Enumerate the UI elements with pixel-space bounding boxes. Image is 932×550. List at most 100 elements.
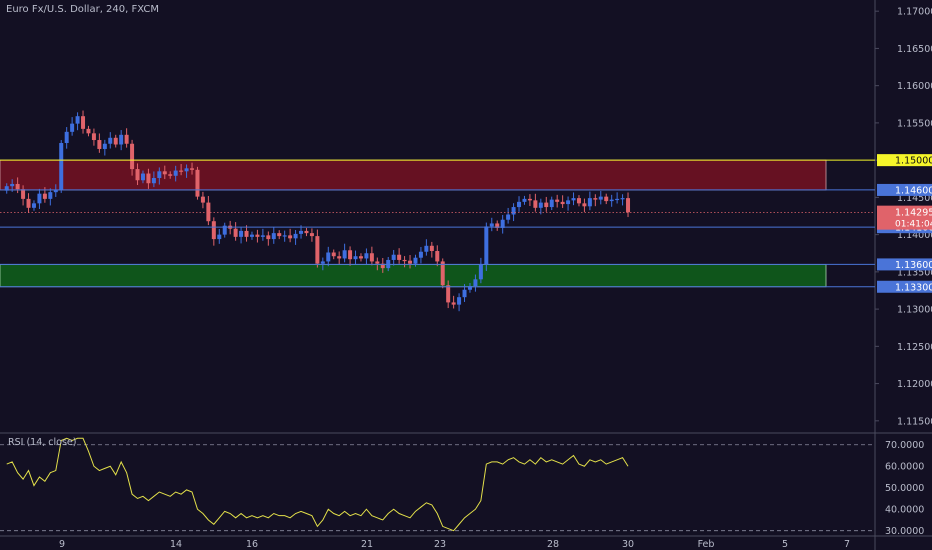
candle-body[interactable] [358, 256, 363, 259]
candle-body[interactable] [484, 226, 489, 265]
candle-body[interactable] [331, 252, 336, 257]
candle-body[interactable] [587, 198, 592, 207]
candle-body[interactable] [21, 189, 26, 199]
candle-body[interactable] [538, 202, 543, 208]
candle-body[interactable] [15, 183, 20, 190]
candle-body[interactable] [10, 183, 15, 187]
candle-body[interactable] [326, 252, 331, 262]
candle-body[interactable] [571, 198, 576, 201]
level-price-tag[interactable] [877, 154, 932, 167]
candle-body[interactable] [244, 230, 249, 237]
candle-body[interactable] [549, 199, 554, 208]
candle-body[interactable] [511, 207, 516, 215]
candle-body[interactable] [397, 254, 402, 260]
candle-body[interactable] [184, 168, 189, 172]
candle-body[interactable] [391, 254, 396, 260]
candle-body[interactable] [593, 198, 598, 200]
candle-body[interactable] [64, 131, 69, 144]
candle-body[interactable] [500, 219, 505, 228]
candle-body[interactable] [582, 203, 587, 207]
candle-body[interactable] [86, 128, 91, 134]
candle-body[interactable] [260, 235, 265, 237]
candle-body[interactable] [446, 285, 451, 303]
candle-body[interactable] [527, 198, 532, 201]
candle-body[interactable] [190, 168, 195, 170]
level-price-tag[interactable] [877, 183, 932, 196]
candle-body[interactable] [146, 173, 151, 184]
candle-body[interactable] [402, 259, 407, 262]
candle-body[interactable] [108, 137, 113, 144]
candle-body[interactable] [315, 236, 320, 264]
candle-body[interactable] [31, 203, 36, 208]
candle-body[interactable] [560, 201, 565, 205]
candle-body[interactable] [555, 199, 560, 202]
candle-body[interactable] [157, 171, 162, 179]
candle-body[interactable] [478, 264, 483, 280]
candle-body[interactable] [424, 245, 429, 252]
candle-body[interactable] [222, 225, 227, 235]
candle-body[interactable] [489, 223, 494, 227]
candle-body[interactable] [151, 178, 156, 184]
candle-body[interactable] [435, 251, 440, 262]
candle-body[interactable] [320, 261, 325, 264]
candle-body[interactable] [91, 133, 96, 141]
candle-body[interactable] [140, 173, 145, 181]
level-price-tag[interactable] [877, 280, 932, 293]
candle-body[interactable] [211, 221, 216, 240]
candle-body[interactable] [266, 235, 271, 240]
candle-body[interactable] [609, 199, 614, 202]
candle-body[interactable] [37, 193, 42, 204]
candle-body[interactable] [173, 170, 178, 176]
candle-body[interactable] [200, 196, 205, 203]
candle-body[interactable] [59, 143, 64, 190]
candle-body[interactable] [130, 143, 135, 170]
candle-body[interactable] [48, 192, 53, 199]
candle-body[interactable] [462, 289, 467, 298]
candle-body[interactable] [457, 297, 462, 305]
candle-body[interactable] [375, 261, 380, 264]
candle-body[interactable] [353, 256, 358, 260]
candle-body[interactable] [615, 198, 620, 201]
candle-body[interactable] [626, 198, 631, 213]
candle-body[interactable] [342, 250, 347, 259]
candle-body[interactable] [506, 214, 511, 220]
candle-body[interactable] [440, 261, 445, 286]
candle-body[interactable] [97, 140, 102, 149]
candle-body[interactable] [369, 253, 374, 262]
candle-body[interactable] [206, 202, 211, 222]
candle-body[interactable] [598, 196, 603, 200]
candle-body[interactable] [467, 286, 472, 290]
candle-body[interactable] [451, 302, 456, 305]
candle-body[interactable] [102, 143, 107, 149]
candle-body[interactable] [304, 230, 309, 234]
candle-body[interactable] [113, 137, 118, 145]
candle-body[interactable] [277, 233, 282, 237]
candle-body[interactable] [429, 245, 434, 252]
candle-body[interactable] [566, 200, 571, 205]
candle-body[interactable] [119, 134, 124, 145]
level-price-tag[interactable] [877, 258, 932, 271]
candle-body[interactable] [309, 233, 314, 237]
candle-body[interactable] [604, 196, 609, 202]
candle-body[interactable] [70, 123, 75, 132]
candle-body[interactable] [620, 198, 625, 200]
candle-body[interactable] [364, 253, 369, 259]
candle-body[interactable] [348, 250, 353, 260]
candle-body[interactable] [380, 263, 385, 269]
candle-body[interactable] [418, 251, 423, 258]
candle-body[interactable] [576, 198, 581, 204]
candle-body[interactable] [337, 256, 342, 259]
candle-body[interactable] [473, 279, 478, 287]
price-axis[interactable]: 1.17000 1.16500 1.16000 1.15500 1.15000 1.145… [875, 7, 932, 538]
candle-body[interactable] [255, 234, 260, 237]
candle-body[interactable] [282, 235, 287, 237]
candle-body[interactable] [249, 234, 254, 237]
candle-body[interactable] [522, 198, 527, 202]
candle-body[interactable] [53, 189, 58, 193]
candle-body[interactable] [299, 230, 304, 234]
time-axis[interactable]: 9 14 16 21 23 28 30 Feb 5 7 [59, 539, 850, 550]
candle-body[interactable] [195, 169, 200, 197]
candle-body[interactable] [4, 186, 9, 191]
candle-body[interactable] [533, 200, 538, 208]
